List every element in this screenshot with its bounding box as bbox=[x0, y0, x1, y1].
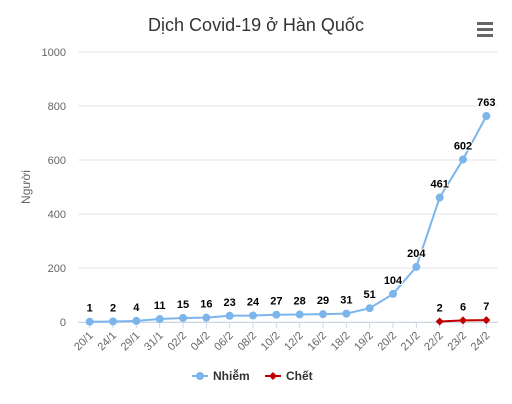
data-point[interactable] bbox=[482, 316, 491, 325]
x-tick-label: 20/1 bbox=[72, 330, 96, 354]
y-tick-label: 200 bbox=[48, 263, 66, 275]
data-point[interactable] bbox=[132, 316, 141, 325]
y-tick-label: 0 bbox=[60, 317, 66, 329]
data-point[interactable] bbox=[319, 310, 327, 319]
data-label: 23 bbox=[224, 297, 236, 309]
x-tick-label: 19/2 bbox=[352, 330, 376, 354]
legend-item-1[interactable]: Chết bbox=[265, 369, 313, 383]
x-tick-label: 29/1 bbox=[119, 330, 143, 354]
data-point[interactable] bbox=[435, 317, 444, 326]
data-label: 24 bbox=[247, 297, 260, 309]
data-point[interactable] bbox=[295, 310, 304, 319]
data-label: 461 bbox=[430, 179, 448, 191]
data-point[interactable] bbox=[225, 311, 234, 320]
data-label: 2 bbox=[110, 302, 116, 314]
data-point[interactable] bbox=[109, 317, 117, 326]
data-point[interactable] bbox=[249, 311, 257, 320]
data-point[interactable] bbox=[85, 317, 94, 326]
data-point[interactable] bbox=[365, 304, 374, 313]
x-axis-ticks: 20/1 24/1 29/1 31/1 02/2 04/2 06/2 08/2 10/2 12/2… bbox=[72, 322, 492, 353]
x-tick-label: 22/2 bbox=[422, 330, 446, 354]
data-label: 1 bbox=[87, 303, 93, 315]
data-point[interactable] bbox=[459, 155, 467, 164]
x-tick-label: 10/2 bbox=[259, 330, 283, 354]
x-tick-label: 08/2 bbox=[235, 330, 259, 354]
data-label: 15 bbox=[177, 299, 189, 311]
x-tick-label: 16/2 bbox=[305, 330, 329, 354]
legend: Nhiễm Chết bbox=[192, 368, 313, 383]
data-point[interactable] bbox=[342, 309, 351, 318]
y-axis-ticks: 0 200 400 600 800 1000 bbox=[42, 47, 66, 329]
data-label: 4 bbox=[133, 302, 140, 314]
data-label: 7 bbox=[483, 301, 489, 313]
data-label: 11 bbox=[154, 300, 166, 312]
data-label: 763 bbox=[477, 97, 495, 109]
x-tick-label: 02/2 bbox=[165, 330, 189, 354]
data-point[interactable] bbox=[412, 262, 421, 271]
data-point[interactable] bbox=[155, 315, 164, 324]
menu-icon[interactable] bbox=[472, 16, 498, 40]
y-tick-label: 600 bbox=[48, 155, 66, 167]
data-label: 204 bbox=[407, 248, 426, 260]
x-tick-label: 12/2 bbox=[282, 330, 306, 354]
y-axis-label: Người bbox=[19, 170, 33, 204]
data-label: 6 bbox=[460, 301, 466, 313]
data-point[interactable] bbox=[482, 111, 491, 120]
series-line-0 bbox=[89, 115, 488, 323]
x-tick-label: 23/2 bbox=[445, 330, 469, 354]
x-tick-label: 24/2 bbox=[469, 330, 493, 354]
x-tick-label: 24/1 bbox=[95, 330, 119, 354]
y-tick-label: 1000 bbox=[42, 47, 66, 59]
y-tick-label: 800 bbox=[48, 101, 66, 113]
data-point[interactable] bbox=[272, 310, 281, 319]
legend-label: Chết bbox=[286, 369, 313, 383]
data-label: 28 bbox=[294, 295, 306, 307]
data-label: 27 bbox=[270, 296, 282, 308]
data-label: 29 bbox=[317, 295, 329, 307]
legend-label: Nhiễm bbox=[213, 368, 250, 383]
data-point[interactable] bbox=[389, 289, 397, 298]
data-label: 2 bbox=[437, 302, 443, 314]
legend-marker bbox=[196, 372, 204, 380]
data-point[interactable] bbox=[202, 313, 211, 322]
x-tick-label: 20/2 bbox=[375, 330, 399, 354]
data-label: 104 bbox=[384, 275, 403, 287]
x-tick-label: 04/2 bbox=[189, 330, 213, 354]
legend-marker bbox=[269, 372, 277, 380]
data-label: 16 bbox=[200, 299, 212, 311]
x-tick-label: 06/2 bbox=[212, 330, 236, 354]
data-label: 602 bbox=[454, 140, 472, 152]
series-layer bbox=[85, 111, 491, 326]
grid-lines bbox=[78, 51, 498, 323]
x-tick-label: 31/1 bbox=[142, 330, 166, 354]
chart-title: Dịch Covid-19 ở Hàn Quốc bbox=[148, 15, 364, 35]
data-label: 31 bbox=[340, 295, 352, 307]
x-tick-label: 21/2 bbox=[399, 330, 423, 354]
legend-item-0[interactable]: Nhiễm bbox=[192, 368, 250, 383]
data-label: 51 bbox=[364, 289, 376, 301]
y-tick-label: 400 bbox=[48, 209, 66, 221]
data-point[interactable] bbox=[435, 193, 444, 202]
data-point[interactable] bbox=[179, 313, 187, 322]
x-tick-label: 18/2 bbox=[329, 330, 353, 354]
data-point[interactable] bbox=[459, 316, 467, 325]
